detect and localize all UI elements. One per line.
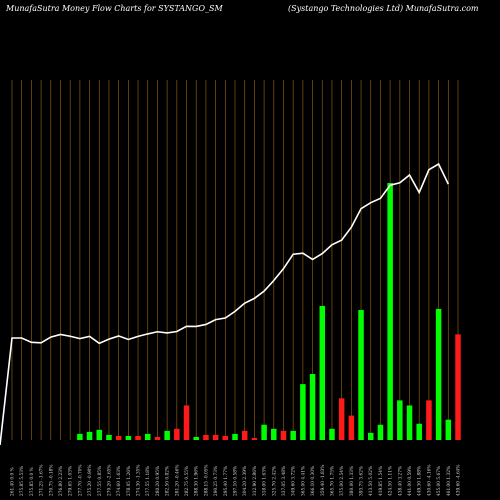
- x-tick-label: 365.00 4.41%: [301, 466, 306, 496]
- money-flow-bar: [397, 400, 403, 440]
- money-flow-bar: [387, 183, 393, 440]
- money-flow-bar: [358, 309, 364, 440]
- price-line: [0, 162, 450, 446]
- money-flow-bar: [96, 429, 103, 440]
- x-tick-label: 288.15 -0.05%: [204, 464, 209, 496]
- money-flow-bar: [144, 433, 151, 440]
- money-flow-bar: [154, 436, 161, 440]
- x-tick-label: 282.75 0.55%: [185, 466, 190, 496]
- money-flow-bar: [338, 398, 345, 440]
- x-tick-label: 280.20 0.95%: [156, 466, 161, 496]
- money-flow-bar: [406, 405, 413, 440]
- money-flow-bar: [241, 430, 248, 440]
- x-tick-label: 279.65 1.03%: [69, 466, 74, 496]
- money-flow-bar: [435, 308, 442, 440]
- money-flow-bar: [232, 433, 238, 440]
- money-flow-bar: [367, 432, 374, 440]
- x-tick-label: 413.50 5.02%: [369, 466, 374, 496]
- x-tick-label: 424.50 1.11%: [389, 466, 394, 496]
- money-flow-bar: [300, 384, 306, 440]
- money-flow-bar: [203, 434, 209, 440]
- money-flow-bar: [251, 437, 258, 440]
- x-tick-label: 270.75 -0.18%: [49, 464, 54, 496]
- x-tick-label: 455.00 5.67%: [437, 466, 442, 496]
- money-flow-bar: [416, 423, 422, 440]
- chart-subtitle: (Systango Technologies Ltd) MunafaSutra.…: [288, 4, 479, 13]
- x-tick-label: 277.55 0.85%: [98, 466, 103, 496]
- x-tick-label: 375.00 2.54%: [340, 466, 345, 496]
- x-tick-label: 380.00 1.33%: [350, 466, 355, 496]
- x-tick-label: 261.40 0.0 %: [11, 467, 16, 496]
- x-tick-label: 271.25 -1.67%: [40, 464, 45, 496]
- money-flow-bar: [261, 424, 267, 440]
- x-tick-label: 274.30 -1.35%: [137, 464, 142, 496]
- money-flow-bar: [174, 428, 180, 440]
- x-tick-label: 295.40 1.77%: [224, 466, 229, 496]
- x-tick-label: 461.00 1.32%: [447, 466, 452, 496]
- money-flow-bar: [455, 334, 461, 440]
- x-tick-label: 312.90 2.86%: [253, 466, 258, 496]
- money-flow-bar: [212, 434, 219, 440]
- money-flow-bar: [135, 435, 141, 440]
- x-tick-label: 281.20 -0.46%: [175, 464, 180, 496]
- money-flow-bar: [77, 433, 83, 440]
- x-tick-label: 439.60 -4.64%: [457, 464, 462, 496]
- money-flow-bar: [164, 430, 170, 440]
- x-tick-label: 441.00 0.59%: [408, 466, 413, 496]
- money-flow-bar: [222, 435, 229, 440]
- money-flow-bar: [115, 435, 122, 440]
- x-tick-label: 349.60 3.72%: [292, 466, 297, 496]
- money-flow-bar: [426, 400, 432, 440]
- x-tick-label: 275.85 5.53%: [20, 466, 25, 496]
- x-tick-label: 275.20 -0.90%: [88, 464, 93, 496]
- x-tick-label: 278.05 1.26%: [127, 466, 132, 496]
- x-tick-label: 304.20 2.39%: [243, 466, 248, 496]
- x-tick-label: 365.70 1.75%: [330, 466, 335, 496]
- x-tick-label: 297.10 0.58%: [234, 466, 239, 496]
- x-tick-label: 419.85 1.54%: [379, 466, 384, 496]
- x-tick-label: 449.30 1.88%: [418, 466, 423, 496]
- x-tick-label: 277.70 -0.70%: [78, 464, 83, 496]
- money-flow-bar: [183, 405, 190, 440]
- x-tick-label: 325.70 2.42%: [272, 466, 277, 496]
- chart-title: MunafaSutra Money Flow Charts for SYSTAN…: [6, 4, 223, 13]
- money-flow-bar: [271, 428, 277, 440]
- money-flow-bar: [445, 419, 452, 440]
- x-tick-label: 275.85 0.0 %: [30, 467, 35, 496]
- money-flow-bar: [125, 435, 132, 440]
- x-tick-label: 318.00 1.63%: [263, 466, 268, 496]
- x-tick-label: 430.60 -4.16%: [427, 464, 432, 496]
- x-tick-label: 288.30 1.96%: [195, 466, 200, 496]
- money-flow-bar: [193, 436, 199, 440]
- money-flow-bar: [348, 415, 355, 440]
- x-tick-label: 438.40 3.27%: [398, 466, 403, 496]
- money-flow-bar: [86, 431, 93, 440]
- x-tick-label: 290.25 0.73%: [214, 466, 219, 496]
- x-tick-label: 359.40 -1.83%: [321, 464, 326, 496]
- x-tick-label: 282.50 0.82%: [166, 466, 171, 496]
- x-tick-label: 274.60 1.63%: [117, 466, 122, 496]
- money-flow-bar: [280, 430, 287, 440]
- x-tick-label: 366.10 0.30%: [311, 466, 316, 496]
- x-tick-label: 393.75 3.62%: [360, 466, 365, 496]
- x-tick-label: 270.20 -2.65%: [107, 464, 112, 496]
- money-flow-bar: [329, 428, 335, 440]
- money-flow-bar: [290, 430, 296, 440]
- x-tick-label: 337.05 3.48%: [282, 466, 287, 496]
- x-tick-label: 277.55 1.18%: [146, 466, 151, 496]
- money-flow-bar: [309, 373, 316, 440]
- money-flow-bar: [106, 434, 112, 440]
- money-flow-bar: [377, 424, 384, 440]
- x-tick-label: 276.80 2.23%: [59, 466, 64, 496]
- money-flow-bar: [319, 305, 326, 440]
